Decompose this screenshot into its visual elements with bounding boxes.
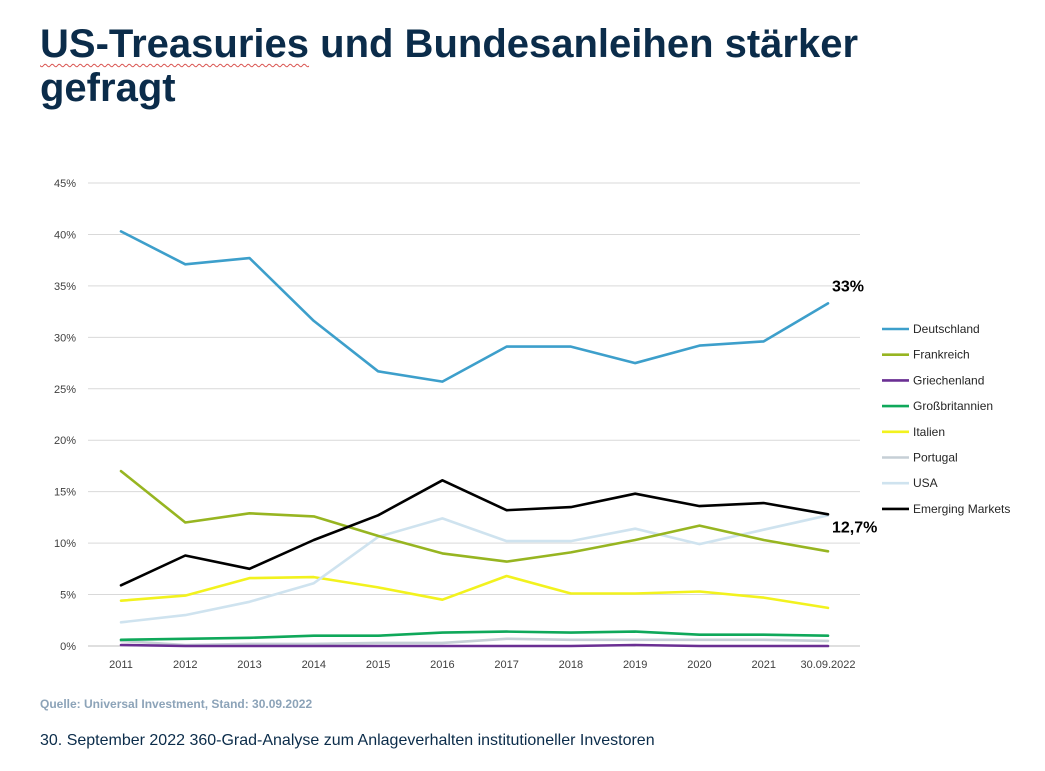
x-tick-label: 2018 (559, 659, 583, 671)
y-tick-label: 35% (54, 281, 76, 293)
x-tick-label: 2012 (173, 659, 197, 671)
legend-label: Großbritannien (913, 399, 993, 413)
y-tick-label: 10% (54, 538, 76, 550)
legend-label: Deutschland (913, 322, 980, 336)
y-tick-label: 0% (60, 641, 76, 653)
legend-label: Portugal (913, 451, 958, 465)
chart-series (119, 230, 830, 648)
x-tick-label: 2019 (623, 659, 647, 671)
series-line-italien (119, 574, 830, 610)
y-tick-label: 20% (54, 435, 76, 447)
data-label: 33% (832, 278, 864, 295)
series-line-deutschland (119, 230, 830, 383)
series-line-emerging-markets (119, 478, 830, 587)
x-tick-label: 2013 (237, 659, 261, 671)
x-tick-label: 2016 (430, 659, 454, 671)
line-chart: 0%5%10%15%20%25%30%35%40%45% 2011 2012 201… (54, 178, 1010, 671)
series-line-frankreich (119, 469, 830, 563)
y-tick-label: 5% (60, 590, 76, 602)
x-tick-label: 2017 (494, 659, 518, 671)
series-line-usa (119, 513, 830, 624)
series-line-grossbritannien (119, 630, 830, 642)
y-tick-label: 25% (54, 384, 76, 396)
source-note: Quelle: Universal Investment, Stand: 30.… (40, 697, 313, 711)
x-tick-label: 2014 (302, 659, 326, 671)
legend-label: Emerging Markets (913, 502, 1010, 516)
chart-annotations: 33% 12,7% (832, 278, 877, 536)
y-tick-label: 15% (54, 487, 76, 499)
x-tick-label: 2011 (109, 659, 133, 671)
chart-legend: Deutschland Frankreich Griechenland Großbri… (882, 322, 1010, 516)
legend-label: USA (913, 476, 938, 490)
chart-grid (88, 182, 860, 647)
x-tick-label: 2021 (751, 659, 775, 671)
x-axis: 2011 2012 2013 2014 2015 2016 2017 2018 2019 2020… (109, 659, 855, 671)
x-tick-label: 30.09.2022 (800, 659, 855, 671)
legend-label: Frankreich (913, 348, 970, 362)
title-part-1: US-Treasuries (40, 22, 310, 66)
y-tick-label: 40% (54, 229, 76, 241)
y-tick-label: 30% (54, 332, 76, 344)
x-tick-label: 2020 (687, 659, 711, 671)
x-tick-label: 2015 (366, 659, 390, 671)
series-line-griechenland (119, 643, 830, 648)
legend-label: Italien (913, 425, 945, 439)
title-part-2: und Bundesanleihen stärker gefragt (40, 22, 859, 110)
footer-text: 30. September 2022 360-Grad-Analyse zum … (40, 732, 655, 749)
y-axis: 0% 5% 10% 15% 20% 25% 30% 35% 40% 45% (54, 178, 76, 653)
y-tick-label: 45% (54, 178, 76, 190)
page-title: US-Treasuries und Bundesanleihen stärker… (40, 22, 1000, 110)
legend-label: Griechenland (913, 373, 984, 387)
data-label: 12,7% (832, 519, 877, 536)
series-line-portugal (119, 637, 830, 647)
